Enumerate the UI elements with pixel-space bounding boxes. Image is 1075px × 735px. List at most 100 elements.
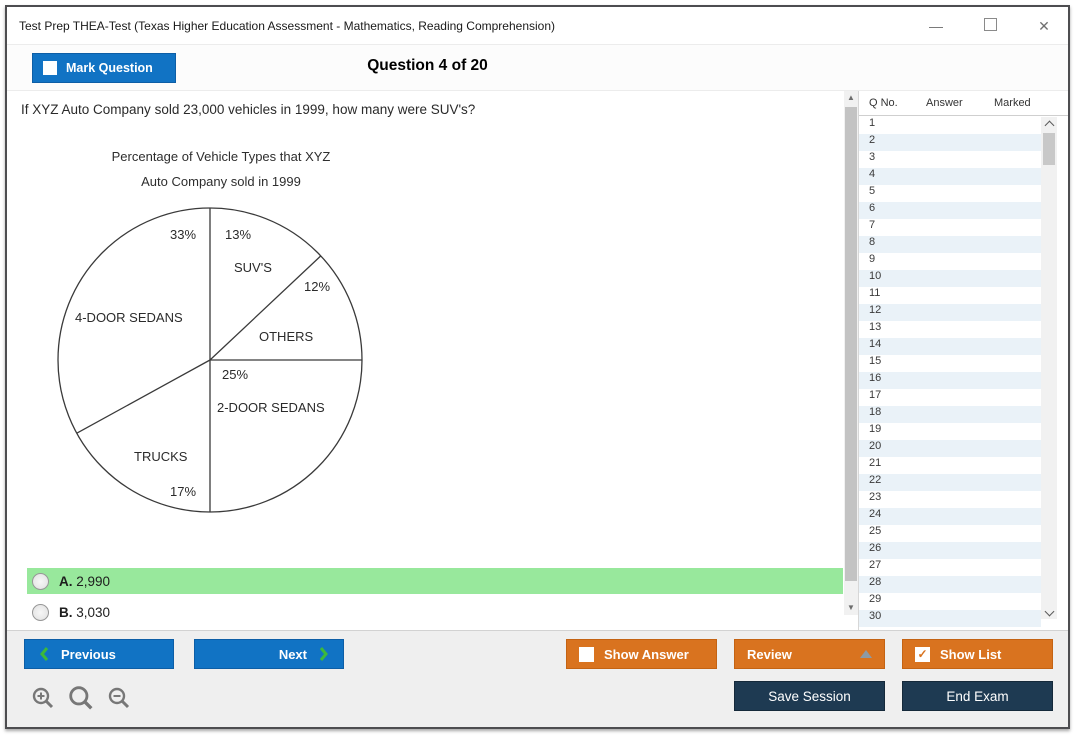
answer-option-b[interactable]: B. 3,030 — [27, 599, 843, 625]
list-item-number: 20 — [869, 440, 882, 452]
list-item[interactable]: 26 — [859, 542, 1041, 559]
list-item[interactable]: 23 — [859, 491, 1041, 508]
pie-label-trucks: TRUCKS — [134, 449, 188, 464]
list-item[interactable]: 3 — [859, 151, 1041, 168]
list-item[interactable]: 4 — [859, 168, 1041, 185]
list-item-number: 1 — [869, 117, 876, 129]
list-item[interactable]: 25 — [859, 525, 1041, 542]
end-exam-button[interactable]: End Exam — [902, 681, 1053, 711]
pie-label-others: OTHERS — [259, 329, 314, 344]
answer-option-a[interactable]: A. 2,990 — [27, 568, 843, 594]
mark-question-checkbox[interactable] — [43, 61, 57, 75]
list-item[interactable]: 27 — [859, 559, 1041, 576]
list-item[interactable]: 30 — [859, 610, 1041, 627]
show-answer-checkbox[interactable] — [579, 646, 594, 662]
list-item[interactable]: 28 — [859, 576, 1041, 593]
list-item[interactable]: 22 — [859, 474, 1041, 491]
list-item-number: 11 — [869, 287, 881, 299]
list-scrollbar[interactable] — [1041, 117, 1057, 619]
show-answer-label: Show Answer — [604, 646, 689, 662]
list-item[interactable]: 29 — [859, 593, 1041, 610]
option-a-value: 2,990 — [76, 573, 111, 589]
pie-label-4door: 4-DOOR SEDANS — [75, 310, 183, 325]
radio-option-b[interactable] — [32, 603, 49, 621]
main-scroll-thumb[interactable] — [845, 107, 857, 581]
question-counter: Question 4 of 20 — [367, 57, 488, 74]
list-item[interactable]: 10 — [859, 270, 1041, 287]
list-item[interactable]: 14 — [859, 338, 1041, 355]
list-item[interactable]: 5 — [859, 185, 1041, 202]
list-item[interactable]: 8 — [859, 236, 1041, 253]
list-scroll-up-icon[interactable] — [1041, 117, 1057, 133]
show-list-button[interactable]: ✓ Show List — [902, 639, 1053, 669]
show-answer-button[interactable]: Show Answer — [566, 639, 717, 669]
list-item-number: 24 — [869, 508, 882, 520]
column-qno: Q No. — [869, 97, 898, 109]
list-item-number: 3 — [869, 151, 876, 163]
main-scroll-down-icon[interactable]: ▼ — [847, 603, 855, 612]
list-item-number: 12 — [869, 304, 882, 316]
chevron-right-icon — [319, 647, 328, 661]
list-item-number: 27 — [869, 559, 882, 571]
content-area: If XYZ Auto Company sold 23,000 vehicles… — [7, 91, 1068, 630]
show-list-checkbox[interactable]: ✓ — [915, 646, 930, 662]
review-label: Review — [747, 646, 792, 662]
list-item[interactable]: 20 — [859, 440, 1041, 457]
list-item[interactable]: 24 — [859, 508, 1041, 525]
list-item-number: 26 — [869, 542, 882, 554]
list-item[interactable]: 17 — [859, 389, 1041, 406]
list-item[interactable]: 6 — [859, 202, 1041, 219]
list-item[interactable]: 1 — [859, 117, 1041, 134]
previous-button[interactable]: Previous — [24, 639, 174, 669]
list-scroll-down-icon[interactable] — [1041, 603, 1057, 619]
zoom-in-icon[interactable] — [31, 686, 55, 710]
previous-label: Previous — [61, 646, 116, 662]
question-list-rows: 1 2 3 4 5 6 7 8 9 10 11 12 13 14 15 16 17 18 19 20 21 22 23 24 2… — [859, 117, 1041, 627]
review-button[interactable]: Review — [734, 639, 885, 669]
next-button[interactable]: Next — [194, 639, 344, 669]
list-item[interactable]: 2 — [859, 134, 1041, 151]
list-item-number: 15 — [869, 355, 882, 367]
close-icon[interactable]: ✕ — [1038, 17, 1050, 34]
zoom-out-icon[interactable] — [107, 686, 131, 710]
radio-option-a[interactable] — [32, 572, 49, 590]
list-item-number: 6 — [869, 202, 876, 214]
main-scroll-up-icon[interactable]: ▲ — [847, 93, 855, 102]
chevron-left-icon — [40, 647, 49, 661]
list-scroll-thumb[interactable] — [1043, 133, 1055, 165]
list-item[interactable]: 9 — [859, 253, 1041, 270]
minimize-icon[interactable]: — — [929, 18, 943, 34]
list-item[interactable]: 11 — [859, 287, 1041, 304]
list-item-number: 19 — [869, 423, 882, 435]
pie-chart-svg — [57, 207, 363, 513]
list-item[interactable]: 19 — [859, 423, 1041, 440]
maximize-icon[interactable] — [980, 18, 1000, 34]
list-item[interactable]: 16 — [859, 372, 1041, 389]
list-item-number: 9 — [869, 253, 876, 265]
column-marked: Marked — [994, 97, 1031, 109]
show-list-label: Show List — [940, 646, 1002, 662]
pie-pct-suvs: 13% — [225, 227, 252, 242]
pie-pct-4door: 33% — [170, 227, 197, 242]
list-item[interactable]: 12 — [859, 304, 1041, 321]
chart-title-line1: Percentage of Vehicle Types that XYZ — [111, 149, 331, 164]
list-item-number: 7 — [869, 219, 876, 231]
list-item[interactable]: 7 — [859, 219, 1041, 236]
pie-pct-others: 12% — [304, 279, 331, 294]
list-item[interactable]: 18 — [859, 406, 1041, 423]
list-item-number: 22 — [869, 474, 882, 486]
column-answer: Answer — [926, 97, 963, 109]
list-item-number: 29 — [869, 593, 882, 605]
mark-question-button[interactable]: Mark Question — [32, 53, 176, 83]
next-label: Next — [278, 646, 307, 662]
list-item[interactable]: 13 — [859, 321, 1041, 338]
save-session-button[interactable]: Save Session — [734, 681, 885, 711]
list-item-number: 5 — [869, 185, 876, 197]
main-scrollbar[interactable]: ▲ ▼ — [844, 91, 858, 615]
list-item[interactable]: 21 — [859, 457, 1041, 474]
list-item[interactable]: 15 — [859, 355, 1041, 372]
app-window: Test Prep THEA-Test (Texas Higher Educat… — [5, 5, 1070, 729]
list-item-number: 14 — [869, 338, 882, 350]
list-item-number: 4 — [869, 168, 876, 180]
zoom-reset-icon[interactable] — [68, 685, 94, 711]
